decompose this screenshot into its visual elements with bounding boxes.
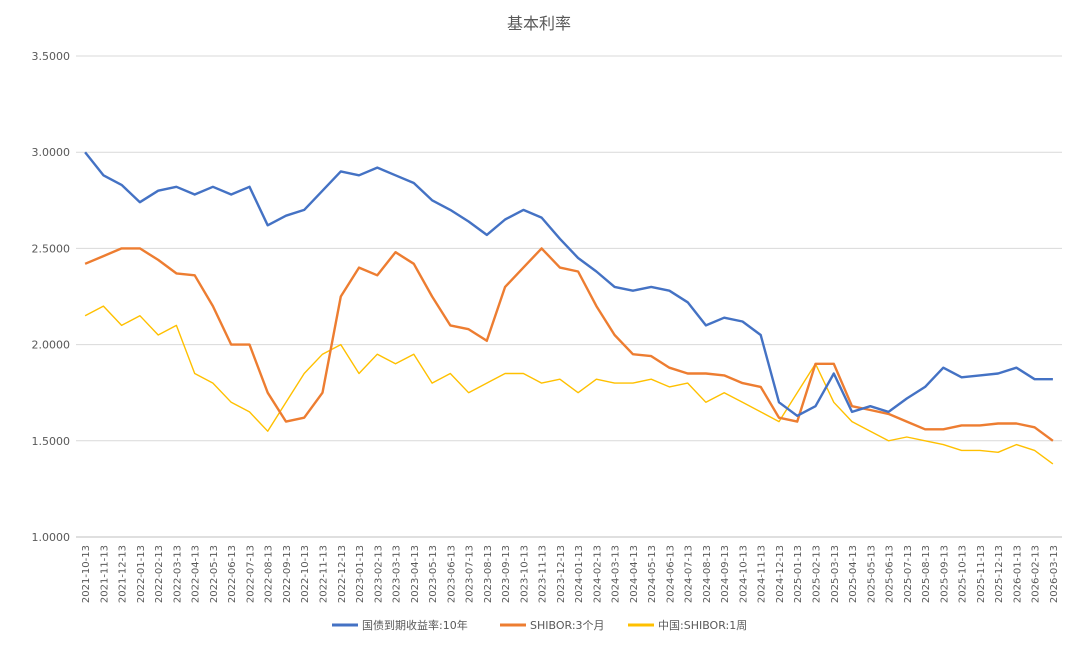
x-axis-ticks: 2021-10-13 2021-11-13 2021-12-13 2022-01-13… (81, 545, 1060, 603)
x-tick-label: 2025-08-13 (921, 545, 932, 603)
x-tick-label: 2023-04-13 (410, 545, 421, 603)
x-tick-label: 2025-12-13 (994, 545, 1005, 603)
x-tick-label: 2022-11-13 (319, 545, 330, 603)
x-tick-label: 2024-11-13 (757, 545, 768, 603)
series-line-1 (84, 247, 1054, 442)
x-tick-label: 2023-05-13 (428, 545, 439, 603)
legend-label-0: 国债到期收益率:10年 (362, 618, 468, 632)
chart-title: 基本利率 (507, 14, 571, 33)
x-tick-label: 2023-10-13 (519, 545, 530, 603)
x-tick-label: 2023-07-13 (465, 545, 476, 603)
y-axis-ticks: 1.0000 1.5000 2.0000 2.5000 3.0000 3.5000 (32, 50, 71, 544)
x-tick-label: 2022-03-13 (172, 545, 183, 603)
x-tick-label: 2022-08-13 (264, 545, 275, 603)
series-line-2 (84, 305, 1054, 465)
x-tick-label: 2025-04-13 (848, 545, 859, 603)
x-tick-label: 2024-06-13 (665, 545, 676, 603)
x-tick-label: 2022-01-13 (136, 545, 147, 603)
x-tick-label: 2025-01-13 (793, 545, 804, 603)
y-tick-label: 1.0000 (32, 531, 71, 544)
x-tick-label: 2021-11-13 (99, 545, 110, 603)
x-tick-label: 2023-01-13 (355, 545, 366, 603)
x-tick-label: 2023-06-13 (446, 545, 457, 603)
x-tick-label: 2022-10-13 (300, 545, 311, 603)
x-tick-label: 2025-07-13 (903, 545, 914, 603)
y-tick-label: 2.5000 (32, 242, 71, 255)
x-tick-label: 2023-12-13 (556, 545, 567, 603)
x-tick-label: 2022-04-13 (191, 545, 202, 603)
x-tick-label: 2022-02-13 (154, 545, 165, 603)
x-tick-label: 2024-03-13 (611, 545, 622, 603)
y-tick-label: 1.5000 (32, 435, 71, 448)
x-tick-label: 2024-05-13 (647, 545, 658, 603)
x-tick-label: 2023-02-13 (373, 545, 384, 603)
x-tick-label: 2025-03-13 (830, 545, 841, 603)
gridlines (76, 55, 1062, 538)
x-tick-label: 2022-05-13 (209, 545, 220, 603)
x-tick-label: 2025-05-13 (866, 545, 877, 603)
x-tick-label: 2023-03-13 (392, 545, 403, 603)
x-tick-label: 2023-09-13 (501, 545, 512, 603)
x-tick-label: 2022-12-13 (337, 545, 348, 603)
x-tick-label: 2026-01-13 (1012, 545, 1023, 603)
x-tick-label: 2023-11-13 (538, 545, 549, 603)
legend-label-2: 中国:SHIBOR:1周 (658, 619, 747, 632)
x-tick-label: 2025-09-13 (939, 545, 950, 603)
x-tick-label: 2024-01-13 (574, 545, 585, 603)
x-tick-label: 2025-10-13 (958, 545, 969, 603)
x-tick-label: 2026-02-13 (1031, 545, 1042, 603)
x-tick-label: 2023-08-13 (483, 545, 494, 603)
x-tick-label: 2024-07-13 (684, 545, 695, 603)
x-tick-label: 2025-02-13 (812, 545, 823, 603)
x-tick-label: 2024-10-13 (738, 545, 749, 603)
x-tick-label: 2021-12-13 (118, 545, 129, 603)
x-tick-label: 2021-10-13 (81, 545, 92, 603)
x-tick-label: 2022-06-13 (227, 545, 238, 603)
x-tick-label: 2026-03-13 (1049, 545, 1060, 603)
series-lines (84, 151, 1054, 465)
x-tick-label: 2025-06-13 (885, 545, 896, 603)
x-tick-label: 2024-09-13 (720, 545, 731, 603)
legend: 国债到期收益率:10年 SHIBOR:3个月 中国:SHIBOR:1周 (332, 618, 747, 632)
y-tick-label: 3.5000 (32, 50, 71, 63)
x-tick-label: 2025-11-13 (976, 545, 987, 603)
x-tick-label: 2022-07-13 (245, 545, 256, 603)
y-tick-label: 3.0000 (32, 146, 71, 159)
x-tick-label: 2022-09-13 (282, 545, 293, 603)
series-line-0 (84, 151, 1053, 417)
legend-label-1: SHIBOR:3个月 (530, 619, 605, 632)
x-tick-label: 2024-04-13 (629, 545, 640, 603)
x-tick-label: 2024-08-13 (702, 545, 713, 603)
x-tick-label: 2024-12-13 (775, 545, 786, 603)
x-tick-label: 2024-02-13 (592, 545, 603, 603)
y-tick-label: 2.0000 (32, 339, 71, 352)
